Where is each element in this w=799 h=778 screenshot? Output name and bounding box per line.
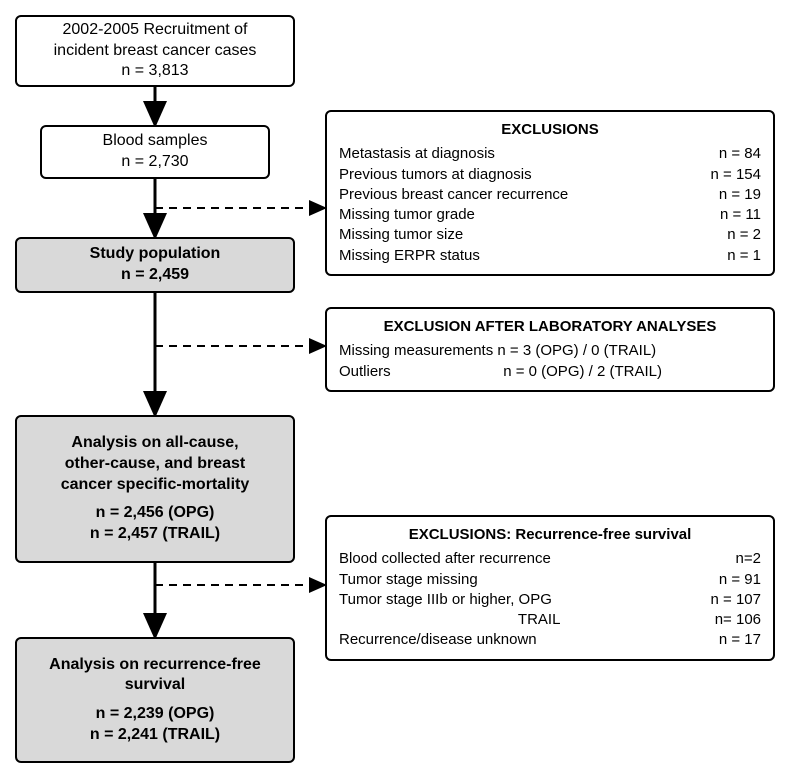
- node-text-line: n = 2,239 (OPG): [96, 704, 215, 725]
- exclusion-value: n = 154: [711, 165, 761, 185]
- node-text-line: 2002-2005 Recruitment of: [63, 20, 248, 41]
- node-text-line: n = 2,457 (TRAIL): [90, 524, 220, 545]
- exclusion-title: EXCLUSIONS: [339, 120, 761, 140]
- exclusion-label: Outliers n = 0 (OPG) / 2 (TRAIL): [339, 362, 662, 382]
- exclusion-label: Tumor stage missing: [339, 570, 478, 590]
- node-text-line: [154, 696, 156, 704]
- exclusions-box-2: EXCLUSION AFTER LABORATORY ANALYSES Missi…: [325, 307, 775, 392]
- exclusion-label: Missing tumor grade: [339, 205, 475, 225]
- exclusion-label: Previous tumors at diagnosis: [339, 165, 532, 185]
- node-text-line: n = 2,730: [121, 152, 188, 173]
- exclusion-row: TRAIL n= 106: [339, 610, 761, 630]
- exclusion-value: n = 11: [720, 205, 761, 225]
- exclusion-value: n= 106: [715, 610, 761, 630]
- node-text-line: n = 3,813: [121, 61, 188, 82]
- node-text-line: survival: [125, 675, 185, 696]
- exclusion-label: Metastasis at diagnosis: [339, 144, 495, 164]
- node-text-line: other-cause, and breast: [65, 454, 246, 475]
- exclusion-value: n = 84: [719, 144, 761, 164]
- node-recurrence-analysis: Analysis on recurrence-freesurvival n = …: [15, 637, 295, 763]
- exclusion-row: Missing tumor grade n = 11: [339, 205, 761, 225]
- exclusions-box-1: EXCLUSIONSMetastasis at diagnosisn = 84P…: [325, 110, 775, 276]
- exclusion-title: EXCLUSIONS: Recurrence-free survival: [339, 525, 761, 545]
- node-text-line: Analysis on all-cause,: [71, 433, 238, 454]
- exclusion-row: Missing ERPR status n = 1: [339, 246, 761, 266]
- exclusion-row: Previous tumors at diagnosis n = 154: [339, 165, 761, 185]
- node-study-population: Study populationn = 2,459: [15, 237, 295, 293]
- exclusion-row: Metastasis at diagnosis n = 84: [339, 144, 761, 164]
- exclusion-row: Outliers n = 0 (OPG) / 2 (TRAIL): [339, 362, 761, 382]
- exclusion-row: Recurrence/disease unknown n = 17: [339, 630, 761, 650]
- exclusion-label: Tumor stage IIIb or higher, OPG: [339, 590, 552, 610]
- exclusions-box-3: EXCLUSIONS: Recurrence-free survival Bloo…: [325, 515, 775, 661]
- node-text-line: Analysis on recurrence-free: [49, 655, 261, 676]
- node-text-line: n = 2,456 (OPG): [96, 503, 215, 524]
- node-text-line: cancer specific-mortality: [61, 475, 250, 496]
- exclusion-value: n=2: [736, 549, 761, 569]
- exclusion-label: Missing ERPR status: [339, 246, 480, 266]
- exclusion-title: EXCLUSION AFTER LABORATORY ANALYSES: [339, 317, 761, 337]
- exclusion-value: n = 19: [719, 185, 761, 205]
- exclusion-label: TRAIL: [339, 610, 560, 630]
- node-text-line: Blood samples: [103, 131, 208, 152]
- exclusion-label: Previous breast cancer recurrence: [339, 185, 568, 205]
- node-text-line: n = 2,241 (TRAIL): [90, 725, 220, 746]
- flowchart-canvas: 2002-2005 Recruitment ofincident breast …: [15, 15, 784, 763]
- node-text-line: n = 2,459: [121, 265, 189, 286]
- node-text-line: [154, 496, 156, 504]
- exclusion-row: Blood collected after recurrence n=2: [339, 549, 761, 569]
- exclusion-value: n = 91: [719, 570, 761, 590]
- exclusion-label: Recurrence/disease unknown: [339, 630, 537, 650]
- node-recruitment: 2002-2005 Recruitment ofincident breast …: [15, 15, 295, 87]
- node-mortality-analysis: Analysis on all-cause,other-cause, and b…: [15, 415, 295, 563]
- exclusion-label: Missing tumor size: [339, 225, 463, 245]
- exclusion-row: Missing measurements n = 3 (OPG) / 0 (TR…: [339, 341, 761, 361]
- exclusion-row: Missing tumor size n = 2: [339, 225, 761, 245]
- exclusion-value: n = 17: [719, 630, 761, 650]
- exclusion-value: n = 107: [711, 590, 761, 610]
- exclusion-label: Blood collected after recurrence: [339, 549, 551, 569]
- node-text-line: Study population: [90, 244, 221, 265]
- node-blood-samples: Blood samplesn = 2,730: [40, 125, 270, 179]
- node-text-line: incident breast cancer cases: [54, 41, 257, 62]
- exclusion-row: Tumor stage missing n = 91: [339, 570, 761, 590]
- exclusion-value: n = 1: [727, 246, 761, 266]
- exclusion-row: Tumor stage IIIb or higher, OPG n = 107: [339, 590, 761, 610]
- exclusion-row: Previous breast cancer recurrence n = 19: [339, 185, 761, 205]
- exclusion-value: n = 2: [727, 225, 761, 245]
- exclusion-label: Missing measurements n = 3 (OPG) / 0 (TR…: [339, 341, 656, 361]
